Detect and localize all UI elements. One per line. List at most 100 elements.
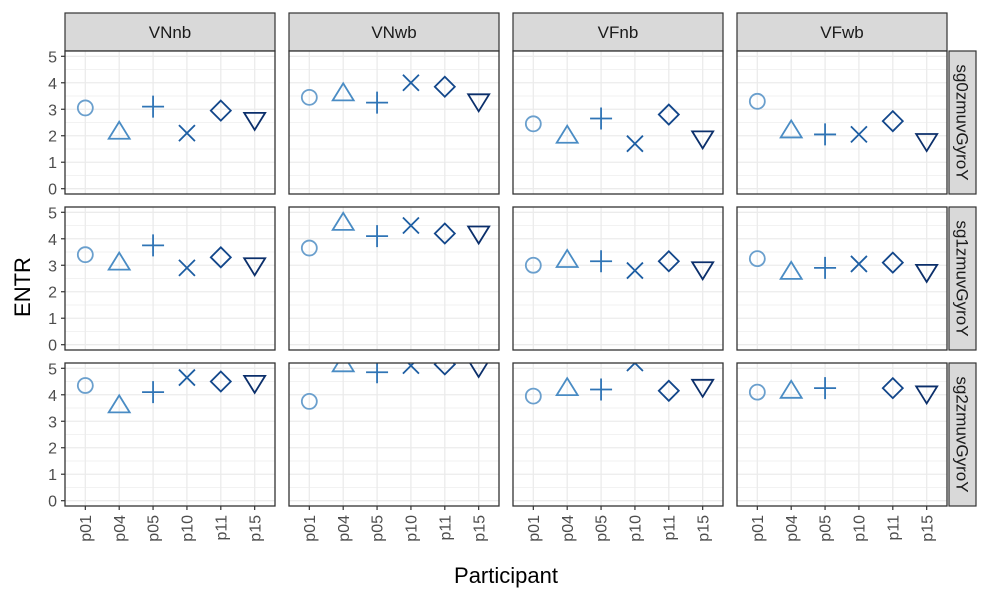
data-point-circle — [748, 250, 766, 268]
x-tick-label: p04 — [336, 515, 353, 542]
data-point-diamond — [657, 250, 681, 273]
panel-border — [736, 206, 948, 351]
data-point-circle — [524, 387, 542, 405]
facet-strip-VNnb — [64, 12, 276, 52]
data-point-circle — [300, 239, 318, 257]
panel-border — [64, 362, 276, 507]
x-tick-label: p01 — [302, 515, 319, 542]
facet-strip-sg1zmuvGyroY — [948, 206, 977, 351]
facet-strip-label: VFnb — [598, 23, 639, 42]
data-point-diamond — [881, 251, 905, 274]
facet-strip-VNwb — [288, 12, 500, 52]
panel-border — [64, 50, 276, 195]
data-point-triangle-up — [107, 250, 132, 271]
y-tick-label: 0 — [48, 338, 57, 355]
data-point-triangle-up — [331, 211, 356, 231]
panel-border — [64, 206, 276, 351]
data-point-cross — [402, 363, 420, 375]
y-tick-label: 1 — [48, 467, 57, 484]
facet-strip-VFnb — [512, 12, 724, 52]
x-tick-label: p10 — [404, 515, 421, 542]
data-point-circle — [76, 377, 94, 394]
x-tick-label: p10 — [180, 515, 197, 542]
data-point-plus — [590, 250, 613, 273]
data-point-cross — [626, 261, 644, 280]
y-tick-label: 5 — [48, 49, 57, 66]
x-tick-label: p11 — [213, 515, 230, 541]
x-tick-label: p01 — [78, 515, 95, 542]
x-tick-label: p04 — [784, 515, 801, 542]
panel-border — [288, 362, 500, 507]
panel-points — [300, 74, 491, 114]
panel-points — [748, 250, 939, 284]
panel-points — [76, 234, 267, 277]
facet-strip-VFwb — [736, 12, 948, 52]
data-point-cross — [178, 124, 196, 142]
y-tick-label: 4 — [48, 232, 57, 249]
data-point-cross — [850, 125, 868, 144]
panel-points — [524, 363, 715, 405]
data-point-triangle-up — [555, 124, 580, 144]
panel-border — [736, 362, 948, 507]
data-point-cross — [402, 74, 420, 92]
data-point-cross — [626, 135, 644, 153]
data-point-cross — [402, 216, 420, 235]
panel-points — [300, 211, 491, 257]
facet-strip-label: VNnb — [149, 23, 192, 42]
data-point-plus — [142, 381, 165, 404]
x-tick-label: p05 — [146, 515, 163, 542]
data-point-triangle-down — [242, 257, 267, 277]
x-tick-label: p11 — [661, 515, 678, 541]
y-tick-label: 5 — [48, 361, 57, 378]
data-point-diamond — [433, 363, 457, 376]
data-point-triangle-down — [466, 93, 491, 114]
x-tick-label: p11 — [885, 515, 902, 541]
x-tick-label: p01 — [750, 515, 767, 542]
data-point-plus — [366, 363, 389, 384]
y-tick-label: 2 — [48, 285, 57, 302]
panel-points — [300, 363, 489, 410]
data-point-circle — [300, 392, 318, 410]
data-point-circle — [76, 246, 94, 264]
data-point-triangle-up — [779, 118, 804, 139]
panel-border — [512, 50, 724, 195]
facet-strip-sg2zmuvGyroY — [948, 362, 977, 507]
panel-border — [736, 50, 948, 195]
data-point-diamond — [433, 222, 457, 245]
facet-strip-label: sg2zmuvGyroY — [953, 376, 972, 492]
data-point-triangle-down — [690, 261, 715, 281]
data-point-triangle-down — [914, 133, 939, 153]
x-tick-label: p10 — [628, 515, 645, 542]
x-tick-label: p15 — [471, 515, 488, 542]
data-point-circle — [524, 256, 542, 274]
x-tick-label: p15 — [695, 515, 712, 542]
data-point-triangle-down — [242, 374, 267, 395]
data-point-circle — [300, 88, 318, 106]
data-point-circle — [748, 92, 766, 110]
panel-points — [748, 92, 939, 153]
x-tick-label: p15 — [919, 515, 936, 542]
data-point-plus — [142, 95, 165, 118]
data-point-plus — [366, 91, 389, 114]
panel-points — [748, 376, 939, 406]
data-point-triangle-down — [242, 111, 267, 132]
panel-points — [524, 248, 715, 281]
facet-panels: VNnb VNwb VFnb VFwb sg0zmuvGyroY sg1zmuvGyroY… — [48, 12, 977, 542]
data-point-plus — [814, 256, 837, 279]
x-axis-title: Participant — [454, 563, 558, 588]
y-tick-label: 4 — [48, 388, 57, 405]
y-axis-title: ENTR — [10, 257, 35, 317]
x-tick-label: p05 — [370, 515, 387, 542]
data-point-cross — [850, 255, 868, 273]
data-point-plus — [814, 123, 837, 146]
y-tick-label: 5 — [48, 205, 57, 222]
data-point-circle — [524, 115, 542, 133]
x-tick-label: p01 — [526, 515, 543, 542]
data-point-cross — [626, 363, 644, 372]
panel-border — [512, 362, 724, 507]
data-point-diamond — [881, 109, 905, 133]
y-tick-label: 1 — [48, 155, 57, 172]
data-point-triangle-up — [331, 81, 356, 102]
x-tick-label: p04 — [560, 515, 577, 542]
